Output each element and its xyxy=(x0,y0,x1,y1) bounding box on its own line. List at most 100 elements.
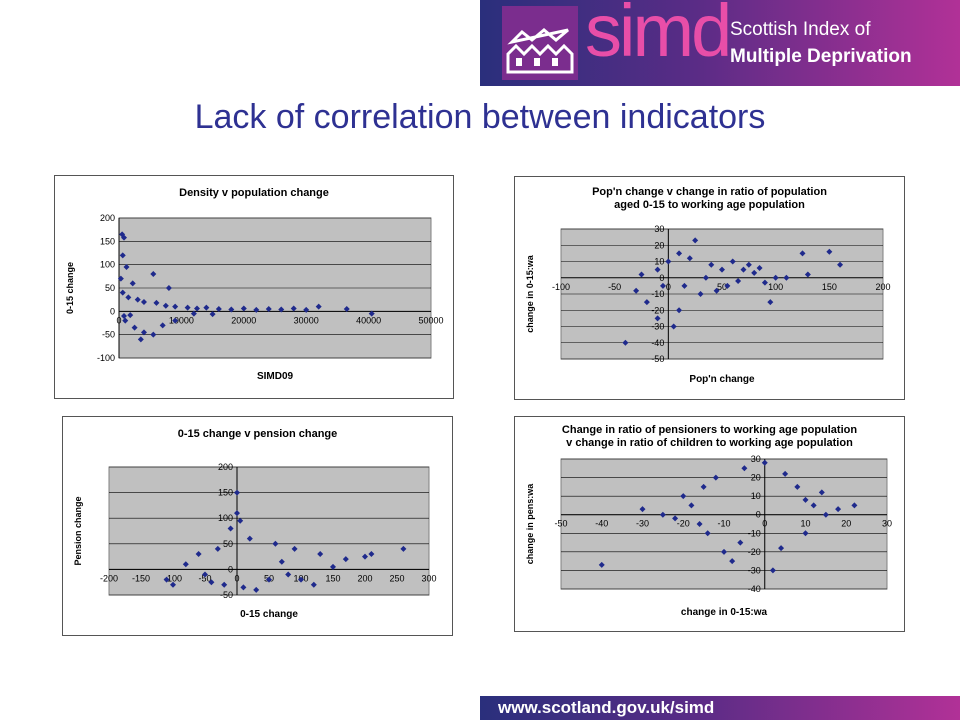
data-point xyxy=(729,258,736,265)
data-point xyxy=(799,250,806,257)
data-point xyxy=(195,551,202,558)
data-point xyxy=(119,252,126,259)
data-point xyxy=(712,474,719,481)
x-axis-label: SIMD09 xyxy=(257,371,294,382)
data-point xyxy=(117,275,124,282)
y-axis-label: change in pens:wa xyxy=(525,483,535,565)
x-tick-label: 0 xyxy=(666,282,671,292)
data-point xyxy=(659,511,666,518)
data-point xyxy=(237,517,244,524)
data-point xyxy=(362,553,368,560)
data-point xyxy=(150,271,157,277)
chart-title: Change in ratio of pensioners to working… xyxy=(562,424,857,436)
data-point xyxy=(194,305,200,312)
x-tick-label: -200 xyxy=(100,573,118,583)
data-point xyxy=(266,576,272,583)
data-point xyxy=(285,571,292,578)
x-tick-label: 10 xyxy=(800,519,810,529)
data-point xyxy=(702,274,709,281)
x-tick-label: 200 xyxy=(875,282,890,292)
x-tick-label: 20 xyxy=(841,519,851,529)
data-point xyxy=(131,324,138,331)
y-axis-label: 0-15 change xyxy=(65,262,75,314)
data-point xyxy=(172,303,179,310)
data-point xyxy=(303,306,310,313)
y-tick-label: 30 xyxy=(751,454,761,464)
x-axis-label: Pop'n change xyxy=(689,374,755,385)
data-point xyxy=(688,502,695,509)
data-point xyxy=(719,266,725,273)
y-tick-label: -20 xyxy=(651,305,664,315)
x-tick-label: -50 xyxy=(608,282,621,292)
x-tick-label: 0 xyxy=(234,573,239,583)
chart-density-v-population: -100 -50 0 50 100 150 200 0 10000 20000 30000 40000… xyxy=(54,175,454,399)
data-point xyxy=(737,539,744,546)
data-point xyxy=(692,237,699,244)
data-point xyxy=(120,313,127,319)
plot-area xyxy=(108,466,430,596)
data-point xyxy=(740,266,747,273)
data-point xyxy=(228,306,235,313)
data-point xyxy=(778,545,785,552)
data-point xyxy=(851,502,858,509)
data-point xyxy=(208,579,215,586)
x-tick-label: -50 xyxy=(554,519,567,529)
header-banner: simd Scottish Index of Multiple Deprivat… xyxy=(480,0,960,86)
data-point xyxy=(162,302,169,309)
data-point xyxy=(826,248,833,255)
data-point xyxy=(681,282,688,289)
data-point xyxy=(272,540,279,547)
data-point xyxy=(810,502,817,509)
y-tick-label: -100 xyxy=(97,353,115,363)
y-tick-label: 0 xyxy=(756,510,761,520)
y-tick-label: -30 xyxy=(748,565,761,575)
data-point xyxy=(184,304,191,311)
data-point xyxy=(659,282,666,289)
data-point xyxy=(234,510,240,517)
data-point xyxy=(654,266,661,273)
data-point xyxy=(735,278,742,284)
chart-title: 0-15 change v pension change xyxy=(178,428,338,440)
y-tick-label: 100 xyxy=(100,260,115,270)
data-point xyxy=(278,306,285,313)
plot-area xyxy=(560,458,888,590)
data-point xyxy=(665,258,672,265)
y-tick-label: 150 xyxy=(100,236,115,246)
chart-015-v-pension: -50050100150200-200-150-100-500501001502… xyxy=(62,416,453,636)
data-point xyxy=(240,305,247,312)
data-point xyxy=(643,299,650,306)
y-tick-label: 50 xyxy=(223,539,233,549)
y-tick-label: 150 xyxy=(218,488,233,498)
data-point xyxy=(654,315,661,322)
data-point xyxy=(172,317,179,324)
data-point xyxy=(227,525,234,532)
x-tick-label: 30000 xyxy=(294,315,319,325)
y-tick-label: 0 xyxy=(228,564,233,574)
data-point xyxy=(120,234,127,241)
data-point xyxy=(190,310,197,317)
y-axis-label: Pension change xyxy=(73,496,83,565)
data-point xyxy=(310,581,317,588)
data-point xyxy=(696,521,703,527)
houses-logo-icon xyxy=(502,6,578,80)
x-tick-label: 0 xyxy=(762,519,767,529)
data-point xyxy=(802,530,809,537)
slide-title: Lack of correlation between indicators xyxy=(194,98,766,136)
data-point xyxy=(137,336,144,343)
data-point xyxy=(253,586,260,593)
footer-url-link[interactable]: www.scotland.gov.uk/simd xyxy=(498,698,715,717)
x-tick-label: 10000 xyxy=(169,315,194,325)
data-point xyxy=(761,459,768,466)
data-point xyxy=(221,581,228,588)
data-point xyxy=(246,535,253,542)
data-point xyxy=(298,576,304,583)
data-point xyxy=(676,250,683,257)
data-point xyxy=(708,261,715,268)
data-point xyxy=(680,493,687,500)
data-point xyxy=(713,287,720,294)
x-tick-label: 100 xyxy=(768,282,783,292)
data-point xyxy=(769,567,776,574)
data-point xyxy=(140,299,147,305)
x-axis-label: 0-15 change xyxy=(240,609,298,620)
